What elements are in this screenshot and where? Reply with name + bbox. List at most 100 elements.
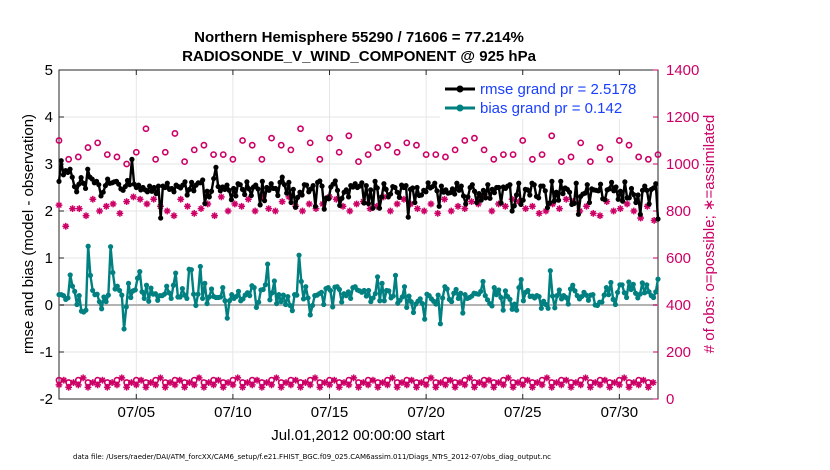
- bias-point: [148, 285, 154, 291]
- obs-assimilated-marker: [495, 379, 502, 386]
- y-right-tick-label: 1400: [666, 62, 699, 79]
- bias-point: [233, 293, 239, 300]
- bias-point: [339, 299, 345, 305]
- obs-assimilated-marker: [136, 195, 144, 203]
- bias-point: [401, 284, 408, 290]
- rmse-point: [527, 192, 533, 198]
- asterisk-stroke: [346, 208, 353, 214]
- obs-assimilated-marker: [70, 379, 77, 386]
- bias-point: [406, 293, 412, 299]
- bias-point: [460, 310, 466, 316]
- rmse-point: [447, 190, 453, 196]
- bias-point: [265, 261, 271, 267]
- rmse-point: [631, 191, 637, 198]
- rmse-point: [153, 191, 159, 197]
- chart-title: Northern Hemisphere 55290 / 71606 = 77.2…: [194, 29, 524, 46]
- obs-assimilated-marker: [591, 379, 599, 386]
- obs-assimilated-marker: [163, 207, 171, 215]
- obs-possible-marker: [519, 137, 527, 144]
- asterisk-stroke: [341, 379, 347, 386]
- obs-assimilated-marker: [442, 381, 449, 389]
- asterisk-stroke: [577, 381, 584, 388]
- x-axis-ticks: 07/05 07/10 07/15 07/20 07/25 07/30: [118, 70, 638, 421]
- rmse-point: [653, 181, 659, 187]
- y-right-tick-label: 1200: [666, 109, 699, 126]
- asterisk-stroke: [171, 212, 177, 219]
- asterisk-stroke: [211, 212, 218, 219]
- obs-possible-marker: [567, 153, 575, 161]
- obs-assimilated-marker: [299, 207, 306, 215]
- asterisk-stroke: [423, 381, 430, 388]
- asterisk-stroke: [177, 196, 184, 203]
- rmse-point: [255, 186, 261, 192]
- obs-possible-marker: [625, 141, 633, 149]
- bias-point: [480, 278, 486, 285]
- obs-assimilated-marker: [606, 383, 614, 391]
- bias-point: [500, 307, 506, 313]
- obs-assimilated-marker: [529, 383, 536, 391]
- rmse-point: [71, 183, 78, 190]
- bias-point: [462, 292, 468, 298]
- obs-assimilated-marker: [649, 379, 657, 386]
- rmse-point: [204, 188, 210, 194]
- asterisk-stroke: [279, 198, 286, 205]
- rmse-point: [412, 199, 418, 206]
- rmse-point: [288, 199, 294, 206]
- asterisk-stroke: [176, 377, 183, 384]
- obs-assimilated-marker: [62, 222, 70, 230]
- bias-point: [507, 296, 513, 302]
- rmse-point: [56, 178, 62, 184]
- rmse-point: [102, 183, 109, 189]
- bias-point: [303, 284, 309, 290]
- obs-assimilated-marker: [311, 374, 319, 382]
- rmse-point: [547, 200, 553, 206]
- obs-assimilated-marker: [388, 374, 396, 382]
- asterisk-stroke: [62, 223, 69, 230]
- rmse-point: [642, 183, 648, 189]
- bias-point: [296, 252, 302, 258]
- rmse-point: [233, 193, 239, 199]
- bias-point: [132, 287, 138, 293]
- rmse-point: [553, 189, 559, 195]
- rmse-point: [597, 181, 604, 187]
- obs-possible-marker: [123, 160, 131, 168]
- asterisk-stroke: [114, 381, 120, 388]
- rmse-point: [608, 179, 615, 185]
- y-tick-label: 5: [45, 62, 53, 79]
- obs-assimilated-marker: [553, 379, 560, 386]
- bias-point: [321, 301, 327, 308]
- asterisk-stroke: [592, 379, 599, 386]
- bias-point: [103, 299, 109, 305]
- obs-assimilated-marker: [437, 379, 445, 386]
- rmse-point: [611, 188, 617, 194]
- rmse-point: [295, 194, 301, 200]
- bias-point: [184, 295, 190, 302]
- obs-assimilated-marker: [186, 379, 193, 386]
- bias-point: [489, 303, 495, 309]
- rmse-point: [536, 195, 542, 201]
- bias-point: [630, 281, 636, 287]
- asterisk-stroke: [640, 377, 647, 384]
- asterisk-stroke: [536, 210, 543, 217]
- obs-assimilated-marker: [393, 383, 401, 391]
- bias-point: [543, 301, 549, 308]
- bias-point: [399, 294, 405, 300]
- asterisk-stroke: [138, 377, 145, 384]
- asterisk-stroke: [75, 381, 82, 388]
- y-axis-right-label: # of obs: o=possible; ∗=assimilated: [701, 115, 718, 354]
- bias-point: [267, 297, 273, 303]
- rmse-point: [644, 187, 650, 193]
- bias-point: [282, 301, 289, 308]
- bias-point: [619, 282, 625, 288]
- asterisk-stroke: [152, 381, 159, 388]
- asterisk-stroke: [268, 381, 275, 388]
- x-tick-label: 07/05: [118, 404, 156, 421]
- asterisk-stroke: [225, 208, 231, 214]
- obs-assimilated-marker: [177, 195, 185, 203]
- rmse-point: [321, 206, 327, 212]
- obs-assimilated-marker: [623, 200, 631, 208]
- obs-assimilated-marker: [75, 205, 83, 213]
- asterisk-stroke: [278, 384, 285, 391]
- obs-assimilated-marker: [128, 379, 135, 386]
